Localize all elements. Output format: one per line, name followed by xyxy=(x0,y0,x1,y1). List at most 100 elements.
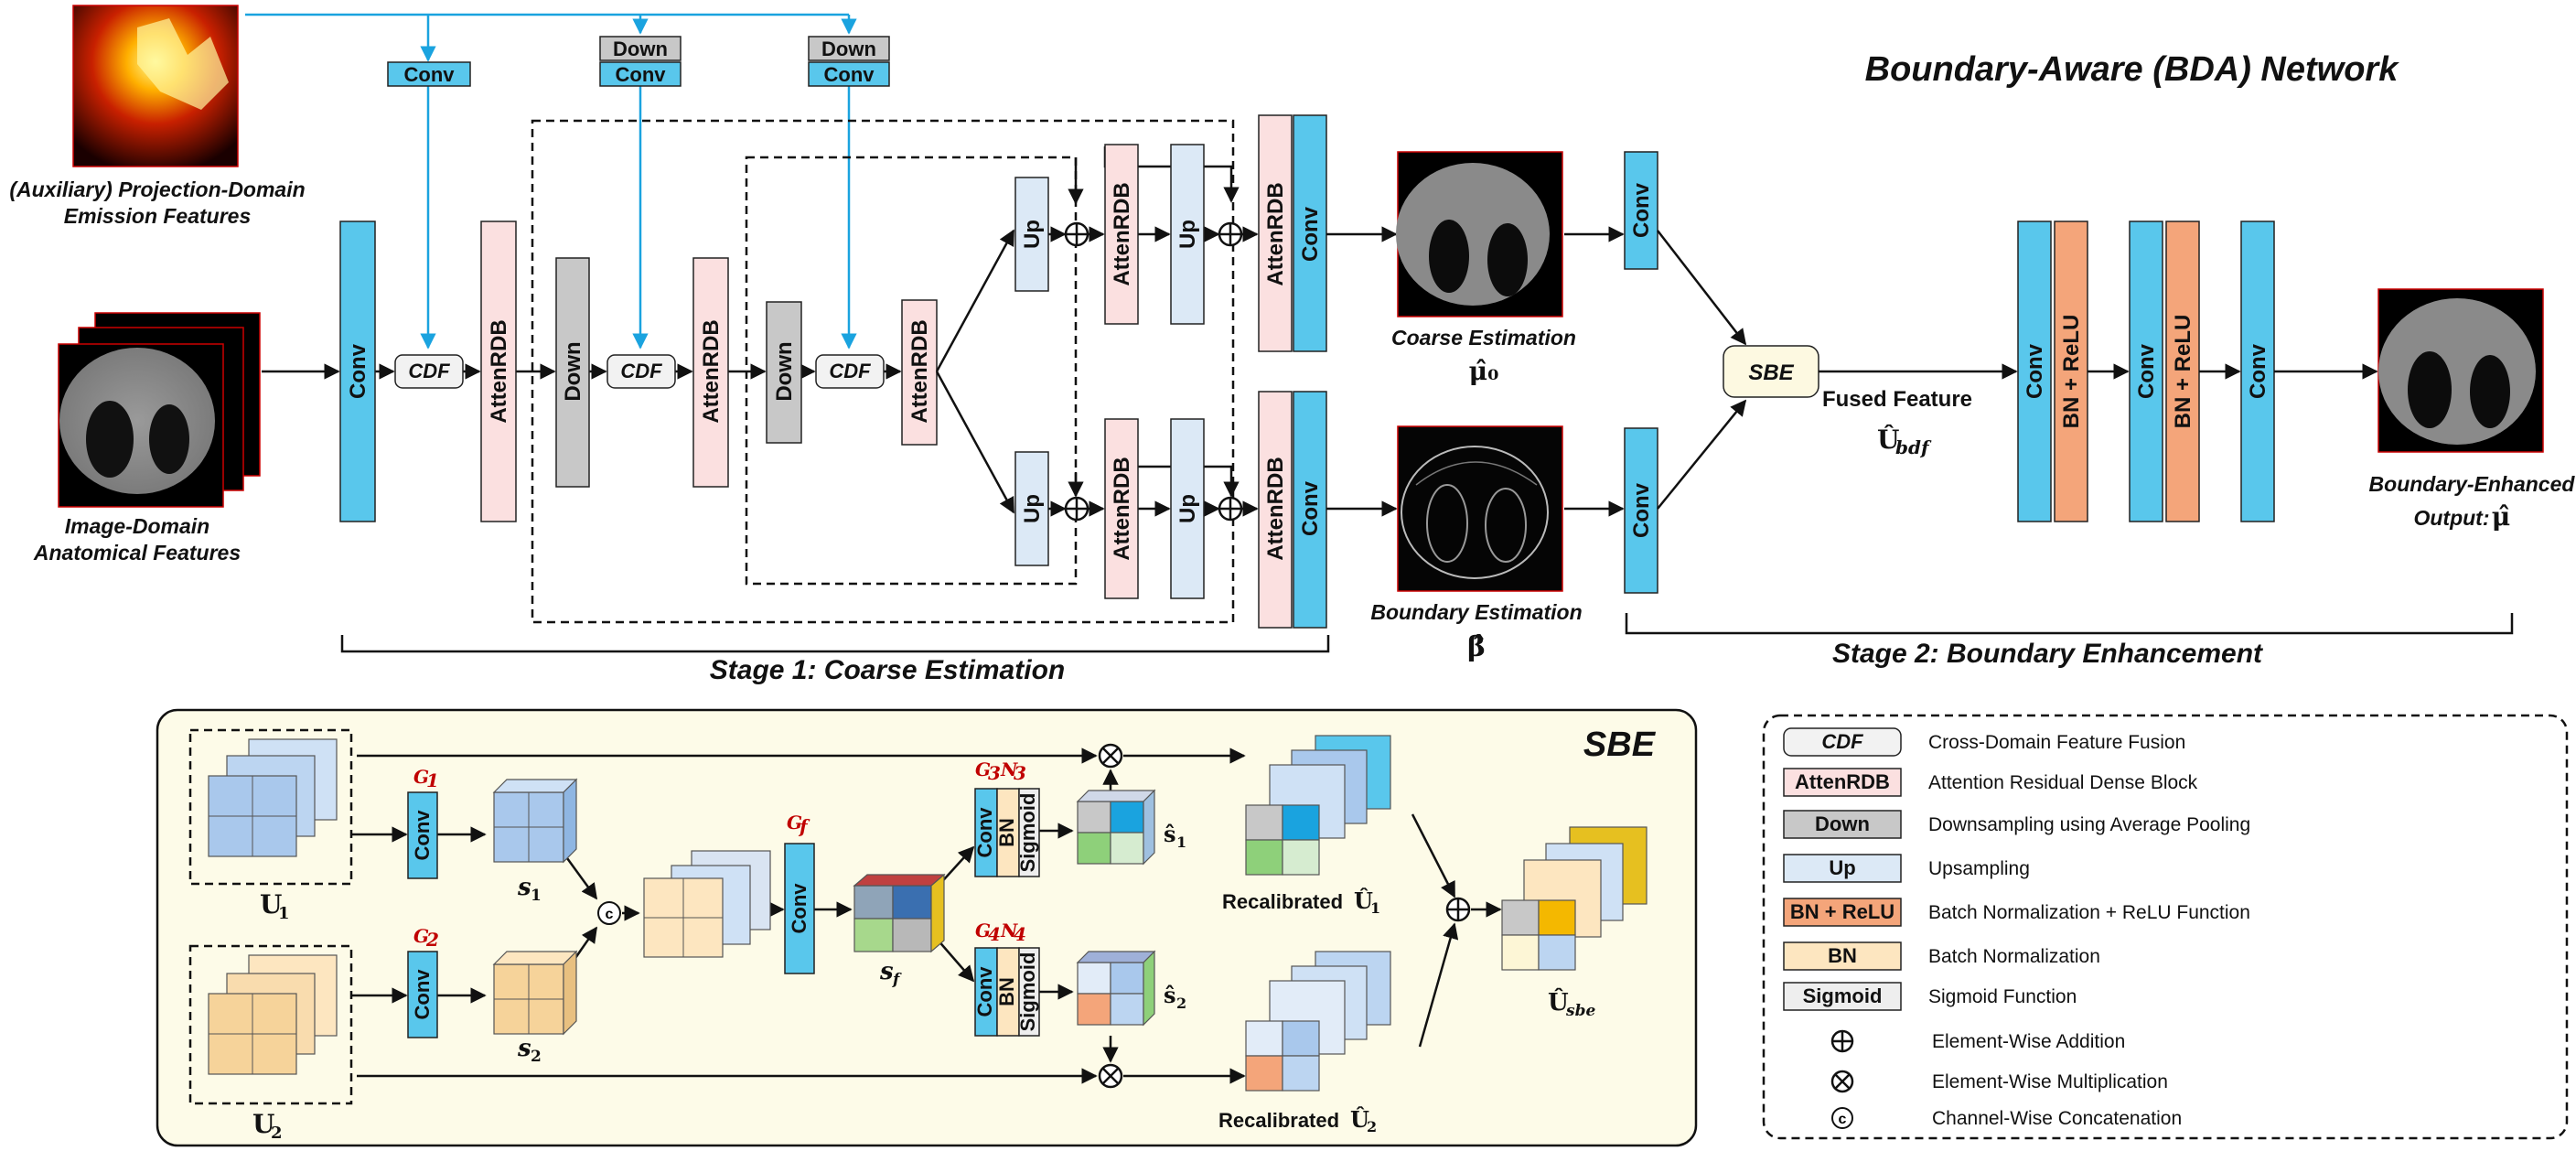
sf-label: s f xyxy=(879,958,902,989)
svg-text:U: U xyxy=(252,1109,274,1139)
encoder-level2-box xyxy=(531,119,1235,624)
attenrdb-block-bottom: AttenRDB xyxy=(1104,418,1139,599)
diagram-title: Boundary-Aware (BDA) Network xyxy=(1865,50,2400,89)
svg-text:1: 1 xyxy=(1176,834,1186,851)
svg-text:2: 2 xyxy=(425,929,439,951)
svg-text:G: G xyxy=(975,758,991,780)
aux-conv-1: Conv xyxy=(387,61,471,87)
s2hat-label: ŝ 2 xyxy=(1164,982,1186,1012)
sbe-conv-g2: Conv xyxy=(407,951,438,1038)
svg-text:Conv: Conv xyxy=(1298,480,1323,536)
stage1-label: Stage 1: Coarse Estimation xyxy=(710,655,1065,685)
sbe-labels-g3-n3: G 3 N 3 xyxy=(975,758,1026,784)
svg-text:c: c xyxy=(606,907,614,922)
legend-cdf: CDF Cross-Domain Feature Fusion xyxy=(1783,727,2185,757)
svg-text:Downsampling using Average Poo: Downsampling using Average Pooling xyxy=(1928,814,2250,835)
svg-text:Down: Down xyxy=(772,341,797,401)
svg-text:Recalibrated: Recalibrated xyxy=(1218,1109,1339,1132)
u1-cube xyxy=(208,738,338,857)
coarse-caption: Coarse Estimation xyxy=(1391,326,1576,350)
svg-text:Conv: Conv xyxy=(616,63,667,86)
add-node-bottom-1 xyxy=(1064,496,1089,522)
svg-text:CDF: CDF xyxy=(829,360,871,382)
up-block-top-2: Up xyxy=(1170,144,1205,325)
auxiliary-feed-lines xyxy=(245,13,857,350)
sbe-block: SBE xyxy=(1723,345,1819,398)
u1-label: U 1 xyxy=(260,889,290,923)
up-block-bottom-1: Up xyxy=(1014,451,1049,566)
multiply-node-1 xyxy=(1098,743,1123,769)
svg-text:Conv: Conv xyxy=(2023,343,2047,399)
usbe-label: Û sbe xyxy=(1548,987,1595,1020)
u2-box xyxy=(188,944,353,1105)
svg-text:Sigmoid: Sigmoid xyxy=(1016,952,1039,1032)
svg-text:Batch Normalization: Batch Normalization xyxy=(1928,946,2100,967)
svg-text:Recalibrated: Recalibrated xyxy=(1222,890,1343,913)
boundary-estimation-image xyxy=(1397,425,1563,592)
svg-text:Up: Up xyxy=(1175,220,1200,249)
legend-box xyxy=(1762,714,2569,1140)
svg-text:Down: Down xyxy=(613,38,668,60)
s2hat-cube xyxy=(1076,950,1156,1027)
down-block-1: Down xyxy=(555,257,590,488)
svg-text:BN: BN xyxy=(995,977,1018,1006)
sbe-sigmoid-1: Sigmoid xyxy=(1016,788,1040,877)
svg-text:U: U xyxy=(260,889,282,920)
svg-text:ŝ: ŝ xyxy=(1164,982,1176,1008)
boundary-enhanced-output-image xyxy=(2377,288,2544,453)
s1-cube xyxy=(492,778,578,864)
legend-addition: Element-Wise Addition xyxy=(1830,1029,2125,1053)
svg-text:2: 2 xyxy=(271,1124,283,1143)
svg-text:G: G xyxy=(975,920,991,941)
svg-text:Down: Down xyxy=(1815,812,1870,835)
svg-text:Conv: Conv xyxy=(411,810,434,861)
boundary-caption: Boundary Estimation xyxy=(1370,600,1582,624)
svg-text:ŝ: ŝ xyxy=(1164,821,1176,847)
add-node-sbe xyxy=(1445,897,1471,922)
add-node-top-1 xyxy=(1064,221,1089,247)
sbe-label-g2: G 2 xyxy=(413,925,439,951)
sbe-bn-n4: BN xyxy=(995,947,1020,1037)
svg-text:N: N xyxy=(1000,758,1018,780)
svg-text:Conv: Conv xyxy=(2134,343,2159,399)
svg-text:Up: Up xyxy=(1020,494,1045,523)
concat-cube xyxy=(643,850,771,958)
svg-text:Conv: Conv xyxy=(788,883,810,934)
recalibrated-u2-label: Recalibrated Û 2 xyxy=(1218,1106,1377,1135)
sbe-label-g1: G 1 xyxy=(413,766,439,791)
auxiliary-caption-line2: Emission Features xyxy=(64,204,252,228)
u2-cube xyxy=(208,954,338,1075)
svg-text:1: 1 xyxy=(426,769,439,791)
legend-attenrdb: AttenRDB Attention Residual Dense Block xyxy=(1783,768,2198,797)
conv-block-stage2-top: Conv xyxy=(1624,151,1658,270)
svg-text:CDF: CDF xyxy=(620,360,662,382)
svg-text:AttenRDB: AttenRDB xyxy=(1795,770,1890,793)
svg-text:3: 3 xyxy=(988,762,1001,784)
svg-text:G: G xyxy=(787,812,802,834)
sbe-conv-g3: Conv xyxy=(973,788,998,877)
svg-text:2: 2 xyxy=(1367,1118,1377,1135)
s1hat-cube xyxy=(1076,789,1156,866)
sbe-labels-g4-n4: G 4 N 4 xyxy=(975,920,1026,945)
svg-text:Element-Wise Multiplication: Element-Wise Multiplication xyxy=(1932,1071,2168,1092)
conv-block-stage2-5: Conv xyxy=(2240,221,2275,522)
svg-text:Û: Û xyxy=(1877,424,1899,455)
legend-bn: BN Batch Normalization xyxy=(1783,941,2100,971)
cdf-block-2: CDF xyxy=(606,354,676,389)
bnrelu-block-1: BN + ReLU xyxy=(2054,221,2088,522)
svg-text:s: s xyxy=(517,874,531,901)
sbe-conv-g1: Conv xyxy=(407,791,438,879)
final-symbol: μ̂ xyxy=(2492,501,2511,532)
image-caption-line1: Image-Domain xyxy=(65,514,209,538)
attenrdb-block-top-out: AttenRDB xyxy=(1258,114,1293,352)
svg-text:N: N xyxy=(1000,920,1018,941)
svg-text:4: 4 xyxy=(1014,923,1026,945)
svg-text:Up: Up xyxy=(1020,220,1045,249)
attenrdb-block-1: AttenRDB xyxy=(480,221,517,522)
auxiliary-caption-line1: (Auxiliary) Projection-Domain xyxy=(9,177,305,201)
s2-label: s 2 xyxy=(517,1035,542,1066)
svg-text:Conv: Conv xyxy=(824,63,875,86)
svg-text:AttenRDB: AttenRDB xyxy=(1110,182,1134,285)
sbe-label-gf: G f xyxy=(787,812,810,837)
s1hat-label: ŝ 1 xyxy=(1164,821,1186,851)
